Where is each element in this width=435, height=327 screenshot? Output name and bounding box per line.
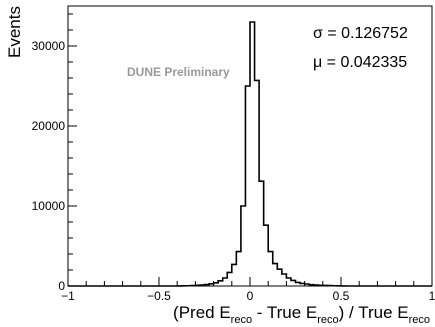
x-axis-label: (Pred Ereco - True Ereco) / True Ereco xyxy=(173,303,430,326)
y-tick-label: 10000 xyxy=(32,199,66,213)
x-tick-label: −0.5 xyxy=(147,289,171,303)
y-axis-label: Events xyxy=(5,6,24,58)
y-tick-label: 30000 xyxy=(32,39,66,53)
x-tick-label: 1 xyxy=(429,289,435,303)
dune-preliminary-watermark: DUNE Preliminary xyxy=(127,65,230,79)
mu-annotation: μ = 0.042335 xyxy=(313,54,407,71)
x-tick-label: −1 xyxy=(61,289,75,303)
x-tick-label: 0.5 xyxy=(333,289,350,303)
axis-ticks xyxy=(67,13,433,287)
y-tick-label: 20000 xyxy=(32,119,66,133)
axis-tick-labels: −1 −0.5 0 0.5 1 0 10000 20000 30000 xyxy=(32,39,435,303)
x-tick-label: 0 xyxy=(247,289,254,303)
sigma-annotation: σ = 0.126752 xyxy=(313,25,408,42)
y-tick-label: 0 xyxy=(58,279,65,293)
